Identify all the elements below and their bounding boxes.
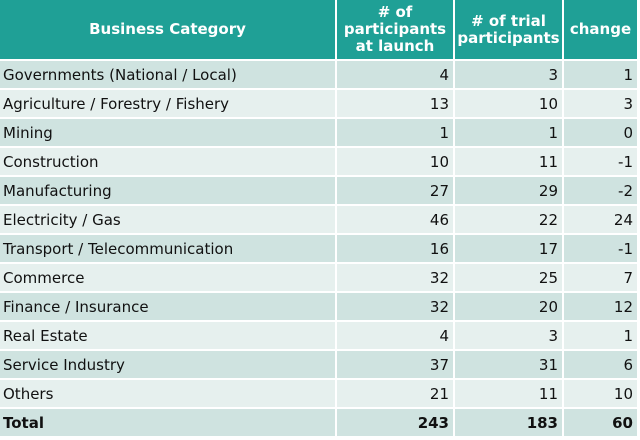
change-cell: 6 [564, 351, 637, 380]
header-business-category: Business Category [0, 0, 337, 61]
launch-count-cell: 27 [337, 177, 455, 206]
total-category-cell: Total [0, 409, 337, 438]
table-row: Electricity / Gas 46 22 24 [0, 206, 637, 235]
category-cell: Finance / Insurance [0, 293, 337, 322]
trial-count-cell: 22 [455, 206, 564, 235]
launch-count-cell: 32 [337, 293, 455, 322]
category-cell: Transport / Telecommunication [0, 235, 337, 264]
launch-count-cell: 37 [337, 351, 455, 380]
category-cell: Agriculture / Forestry / Fishery [0, 90, 337, 119]
trial-count-cell: 11 [455, 380, 564, 409]
table-row: Manufacturing 27 29 -2 [0, 177, 637, 206]
launch-count-cell: 46 [337, 206, 455, 235]
launch-count-cell: 4 [337, 322, 455, 351]
table-row: Finance / Insurance 32 20 12 [0, 293, 637, 322]
trial-count-cell: 10 [455, 90, 564, 119]
table-body: Governments (National / Local) 4 3 1 Agricul… [0, 61, 637, 438]
table-row: Others 21 11 10 [0, 380, 637, 409]
table-row: Transport / Telecommunication 16 17 -1 [0, 235, 637, 264]
launch-count-cell: 16 [337, 235, 455, 264]
table-row: Service Industry 37 31 6 [0, 351, 637, 380]
header-change: change [564, 0, 637, 61]
header-row: Business Category # of participants at l… [0, 0, 637, 61]
trial-count-cell: 17 [455, 235, 564, 264]
change-cell: 10 [564, 380, 637, 409]
launch-count-cell: 1 [337, 119, 455, 148]
change-cell: 1 [564, 322, 637, 351]
trial-count-cell: 29 [455, 177, 564, 206]
category-cell: Mining [0, 119, 337, 148]
launch-count-cell: 32 [337, 264, 455, 293]
trial-count-cell: 3 [455, 61, 564, 90]
change-cell: -1 [564, 235, 637, 264]
total-change-cell: 60 [564, 409, 637, 438]
launch-count-cell: 4 [337, 61, 455, 90]
trial-count-cell: 20 [455, 293, 564, 322]
change-cell: 7 [564, 264, 637, 293]
trial-count-cell: 25 [455, 264, 564, 293]
change-cell: -2 [564, 177, 637, 206]
header-participants-at-launch: # of participants at launch [337, 0, 455, 61]
category-cell: Governments (National / Local) [0, 61, 337, 90]
change-cell: 1 [564, 61, 637, 90]
header-trial-participants: # of trial participants [455, 0, 564, 61]
change-cell: 0 [564, 119, 637, 148]
table-row: Construction 10 11 -1 [0, 148, 637, 177]
trial-count-cell: 1 [455, 119, 564, 148]
change-cell: -1 [564, 148, 637, 177]
category-cell: Service Industry [0, 351, 337, 380]
trial-count-cell: 11 [455, 148, 564, 177]
table-row: Real Estate 4 3 1 [0, 322, 637, 351]
trial-count-cell: 31 [455, 351, 564, 380]
change-cell: 24 [564, 206, 637, 235]
change-cell: 12 [564, 293, 637, 322]
category-cell: Electricity / Gas [0, 206, 337, 235]
launch-count-cell: 10 [337, 148, 455, 177]
category-cell: Construction [0, 148, 337, 177]
table-row: Mining 1 1 0 [0, 119, 637, 148]
total-row: Total 243 183 60 [0, 409, 637, 438]
launch-count-cell: 21 [337, 380, 455, 409]
category-cell: Real Estate [0, 322, 337, 351]
total-trial-count-cell: 183 [455, 409, 564, 438]
table-row: Commerce 32 25 7 [0, 264, 637, 293]
launch-count-cell: 13 [337, 90, 455, 119]
table-row: Governments (National / Local) 4 3 1 [0, 61, 637, 90]
total-launch-count-cell: 243 [337, 409, 455, 438]
category-cell: Others [0, 380, 337, 409]
category-cell: Manufacturing [0, 177, 337, 206]
trial-count-cell: 3 [455, 322, 564, 351]
table-header: Business Category # of participants at l… [0, 0, 637, 61]
table-row: Agriculture / Forestry / Fishery 13 10 3 [0, 90, 637, 119]
change-cell: 3 [564, 90, 637, 119]
category-cell: Commerce [0, 264, 337, 293]
